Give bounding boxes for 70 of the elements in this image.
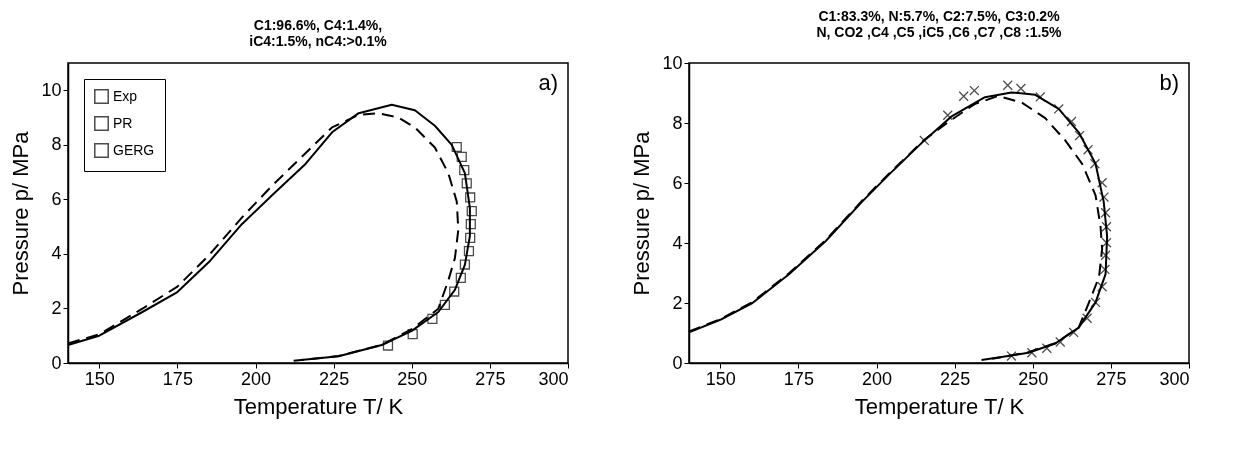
point bbox=[382, 340, 394, 351]
text: C1:83.3%, N:5.7%, C2:7.5%, C3:0.2% bbox=[818, 8, 1060, 24]
x-tick-label: 250 bbox=[1018, 368, 1049, 389]
x-axis-title: Temperature T/ K bbox=[233, 393, 404, 419]
y-tick-label: 10 bbox=[41, 79, 62, 100]
point bbox=[465, 219, 476, 230]
point bbox=[463, 246, 475, 257]
x-tick-label: 300 bbox=[538, 368, 569, 389]
point bbox=[958, 91, 969, 102]
text: C1:96.6%, C4:1.4%, bbox=[253, 17, 383, 33]
y-tick-label: 8 bbox=[672, 112, 683, 133]
y-tick-label: 6 bbox=[672, 172, 683, 193]
y-axis-title: Pressure p/ MPa bbox=[8, 130, 34, 296]
point bbox=[439, 299, 450, 311]
point bbox=[1002, 80, 1013, 91]
point bbox=[456, 151, 467, 162]
y-tick-label: 0 bbox=[51, 352, 62, 373]
x-tick-label: 225 bbox=[319, 368, 350, 389]
point bbox=[466, 205, 477, 217]
y-axis-title: Pressure p/ MPa bbox=[629, 130, 655, 296]
legend-label: Exp bbox=[113, 87, 138, 104]
annotation: a) bbox=[538, 70, 558, 95]
x-tick-label: 175 bbox=[162, 368, 193, 389]
point bbox=[465, 192, 476, 203]
point bbox=[427, 313, 438, 324]
point bbox=[455, 272, 466, 284]
point bbox=[942, 110, 953, 121]
y-tick-label: 10 bbox=[662, 52, 683, 73]
legend-label: GERG bbox=[113, 141, 155, 158]
y-tick-label: 2 bbox=[51, 297, 62, 318]
y-tick-label: 2 bbox=[672, 292, 683, 313]
y-tick-label: 0 bbox=[672, 352, 683, 373]
point bbox=[1015, 83, 1026, 94]
x-tick-label: 275 bbox=[1096, 368, 1127, 389]
point bbox=[451, 141, 462, 153]
point bbox=[1101, 221, 1112, 232]
point bbox=[1097, 281, 1108, 292]
annotation: b) bbox=[1159, 70, 1179, 95]
point bbox=[1041, 343, 1052, 354]
point bbox=[1066, 116, 1077, 127]
x-tick-label: 250 bbox=[397, 368, 428, 389]
point bbox=[1099, 264, 1111, 275]
x-tick-label: 150 bbox=[705, 368, 736, 389]
x-axis-title: Temperature T/ K bbox=[854, 393, 1025, 419]
point bbox=[407, 328, 418, 340]
text: N, CO2 ,C4 ,C5 ,iC5 ,C6 ,C7 ,C8 :1.5% bbox=[816, 24, 1062, 40]
point bbox=[1100, 207, 1111, 218]
y-tick-label: 8 bbox=[51, 134, 62, 155]
text: iC4:1.5%, nC4:>0.1% bbox=[249, 33, 387, 49]
x-tick-label: 175 bbox=[783, 368, 814, 389]
y-tick-label: 4 bbox=[672, 232, 683, 253]
point bbox=[461, 178, 472, 189]
point bbox=[1082, 313, 1093, 324]
point bbox=[465, 232, 476, 243]
point bbox=[449, 286, 460, 297]
x-tick-label: 200 bbox=[240, 368, 272, 389]
point bbox=[459, 259, 470, 270]
x-tick-label: 200 bbox=[861, 368, 893, 389]
x-tick-label: 300 bbox=[1159, 368, 1190, 389]
x-tick-label: 150 bbox=[84, 368, 115, 389]
point bbox=[969, 85, 980, 96]
point bbox=[459, 165, 470, 176]
x-tick-label: 275 bbox=[475, 368, 506, 389]
y-tick-label: 6 bbox=[51, 188, 62, 209]
point bbox=[1089, 158, 1101, 169]
legend-label: PR bbox=[113, 114, 133, 131]
x-tick-label: 225 bbox=[940, 368, 971, 389]
point bbox=[1006, 350, 1017, 362]
y-tick-label: 4 bbox=[51, 243, 62, 264]
point bbox=[1097, 177, 1108, 188]
